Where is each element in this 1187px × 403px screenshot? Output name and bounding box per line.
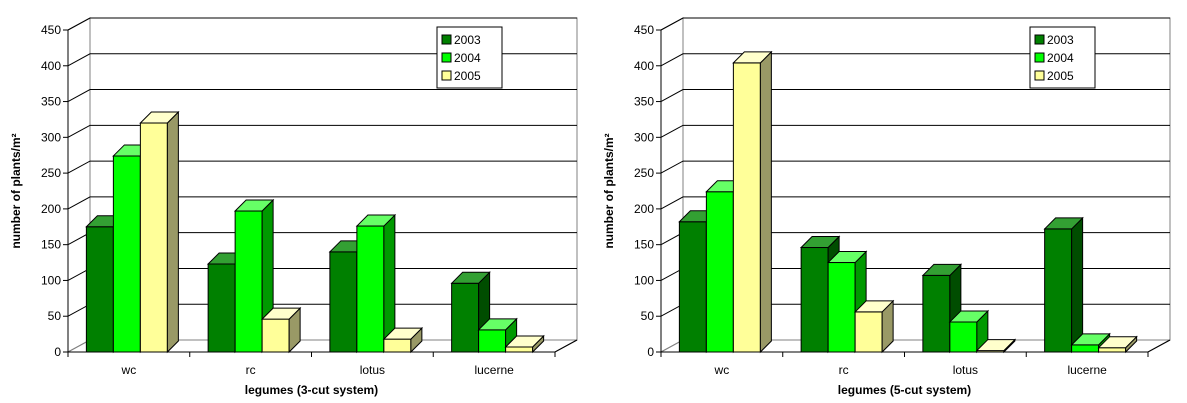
x-tick-label: rc: [246, 363, 256, 377]
bar-wc-2005: [139, 110, 180, 354]
y-axis-label: number of plants/m²: [602, 133, 616, 248]
y-tick-label: 450: [634, 23, 654, 37]
x-tick-label: lotus: [953, 363, 978, 377]
y-tick-label: 150: [41, 238, 61, 252]
bar-lucerne-2003: [1043, 216, 1084, 354]
y-tick-label: 250: [634, 166, 654, 180]
legend: 2003 2004 2005: [1029, 26, 1096, 89]
x-tick-label: lucerne: [474, 363, 514, 377]
legend: 2003 2004 2005: [436, 26, 503, 89]
y-tick-label: 100: [634, 273, 654, 287]
y-tick-label: 50: [48, 309, 62, 323]
bar-rc-2005: [853, 299, 895, 354]
legend-swatch: [441, 52, 452, 63]
x-tick-label: lucerne: [1067, 363, 1107, 377]
gridline: [67, 160, 577, 174]
legend-swatch: [441, 34, 452, 45]
legend-swatch: [441, 70, 452, 81]
x-tick-label: wc: [121, 363, 137, 377]
chart-5-cut-system: 0 50 100 150 200 250 300 350 400 450 wc rc lotus luce…: [602, 17, 1171, 397]
y-tick-label: 250: [41, 166, 61, 180]
bar-lotus-2005: [382, 326, 424, 354]
y-tick-label: 0: [647, 345, 654, 359]
y-tick-label: 400: [41, 59, 61, 73]
y-tick-label: 450: [41, 23, 61, 37]
bar-lucerne-2005: [1097, 335, 1138, 354]
x-axis-label: legumes (3-cut system): [245, 383, 378, 397]
x-tick-label: rc: [839, 363, 849, 377]
y-tick-label: 100: [41, 273, 61, 287]
legend-swatch: [1034, 34, 1045, 45]
x-axis-label: legumes (5-cut system): [838, 383, 971, 397]
y-tick-label: 200: [634, 202, 654, 216]
y-tick-label: 400: [634, 59, 654, 73]
gridline: [67, 124, 577, 138]
gridline: [67, 17, 577, 31]
legend-label: 2004: [454, 51, 481, 65]
gridline: [67, 196, 577, 210]
y-tick-label: 200: [41, 202, 61, 216]
bar-lotus-2003: [921, 263, 963, 354]
gridline: [660, 196, 1170, 210]
bar-rc-2005: [260, 306, 302, 354]
gridline: [660, 53, 1170, 67]
bar-wc-2005: [732, 50, 773, 354]
legend-label: 2005: [454, 69, 481, 83]
legend-label: 2005: [1047, 69, 1074, 83]
chart-3-cut-system: 0 50 100 150 200 250 300 350 400 450 wc rc lotus luce…: [9, 17, 578, 397]
y-tick-label: 0: [54, 345, 61, 359]
y-tick-label: 50: [641, 309, 655, 323]
gridline: [660, 89, 1170, 102]
legend-label: 2003: [1047, 33, 1074, 47]
legend-swatch: [1034, 70, 1045, 81]
x-tick-label: lotus: [360, 363, 385, 377]
y-tick-label: 350: [41, 95, 61, 109]
gridline: [660, 124, 1170, 138]
legend-label: 2003: [454, 33, 481, 47]
legend-label: 2004: [1047, 51, 1074, 65]
bar-lucerne-2005: [504, 334, 545, 354]
bar-lotus-2004: [355, 213, 397, 354]
gridline: [67, 89, 577, 102]
y-tick-label: 300: [634, 130, 654, 144]
gridline: [67, 53, 577, 67]
gridline: [660, 160, 1170, 174]
legend-swatch: [1034, 52, 1045, 63]
y-tick-label: 350: [634, 95, 654, 109]
x-tick-label: wc: [714, 363, 730, 377]
bar-lotus-2005: [975, 338, 1017, 354]
gridline: [660, 17, 1170, 31]
y-axis-label: number of plants/m²: [9, 133, 23, 248]
y-tick-label: 300: [41, 130, 61, 144]
y-tick-label: 150: [634, 238, 654, 252]
